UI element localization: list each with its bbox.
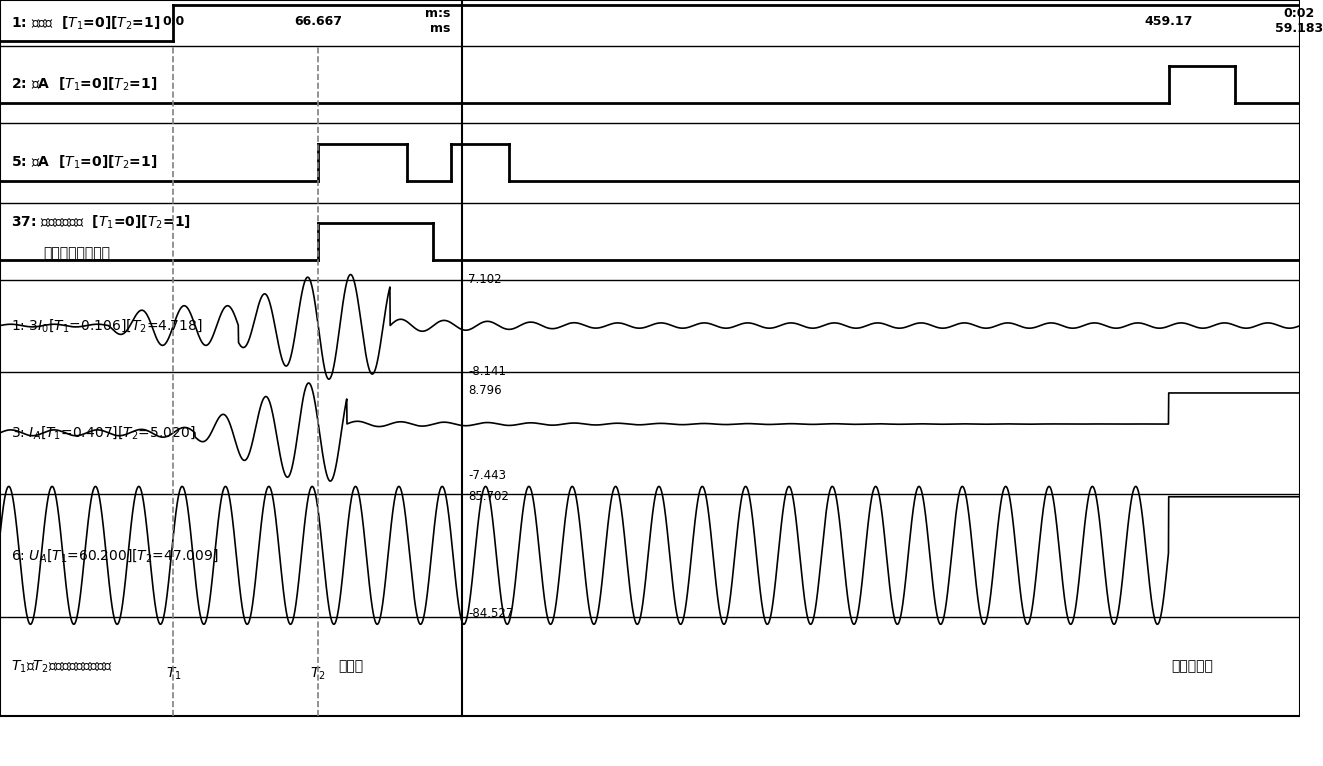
Text: -7.443: -7.443 xyxy=(468,469,507,482)
Text: 0.0: 0.0 xyxy=(163,15,184,28)
Text: $T_1$或$T_2$前一周期基波有效值: $T_1$或$T_2$前一周期基波有效值 xyxy=(11,658,112,675)
Text: 1: 总启动  [$T_1$=0][$T_2$=1]: 1: 总启动 [$T_1$=0][$T_2$=1] xyxy=(11,15,160,31)
Text: m:s
ms: m:s ms xyxy=(426,8,451,35)
Text: （光纤差动跳闸）: （光纤差动跳闸） xyxy=(44,246,110,260)
Text: 最大值: 最大值 xyxy=(339,660,364,673)
Text: 6: $U_A$[$T_1$=60.200][$T_2$=47.009]: 6: $U_A$[$T_1$=60.200][$T_2$=47.009] xyxy=(11,547,218,564)
Text: 459.17: 459.17 xyxy=(1144,15,1193,28)
Text: -8.141: -8.141 xyxy=(468,365,507,378)
Text: 2: 收A  [$T_1$=0][$T_2$=1]: 2: 收A [$T_1$=0][$T_2$=1] xyxy=(11,76,157,93)
Text: $T_2$: $T_2$ xyxy=(310,666,325,683)
Text: 37: 跳闸启动重合  [$T_1$=0][$T_2$=1]: 37: 跳闸启动重合 [$T_1$=0][$T_2$=1] xyxy=(11,214,191,231)
Text: 66.667: 66.667 xyxy=(294,15,341,28)
Text: 1: 3$I_0$[$T_1$=0.106][$T_2$=4.718]: 1: 3$I_0$[$T_1$=0.106][$T_2$=4.718] xyxy=(11,317,202,334)
Text: 8.796: 8.796 xyxy=(468,384,501,397)
Text: 7.102: 7.102 xyxy=(468,273,501,286)
Text: 3: $I_A$[$T_1$=0.407][$T_2$=5.020]: 3: $I_A$[$T_1$=0.407][$T_2$=5.020] xyxy=(11,424,196,441)
Text: 0:02
59.183: 0:02 59.183 xyxy=(1274,8,1323,35)
Text: 85.702: 85.702 xyxy=(468,490,509,503)
Text: -84.527: -84.527 xyxy=(468,607,513,620)
Text: 5: 发A  [$T_1$=0][$T_2$=1]: 5: 发A [$T_1$=0][$T_2$=1] xyxy=(11,154,157,172)
Text: 无变化压缩: 无变化压缩 xyxy=(1171,660,1213,673)
Text: $T_1$: $T_1$ xyxy=(165,666,181,683)
